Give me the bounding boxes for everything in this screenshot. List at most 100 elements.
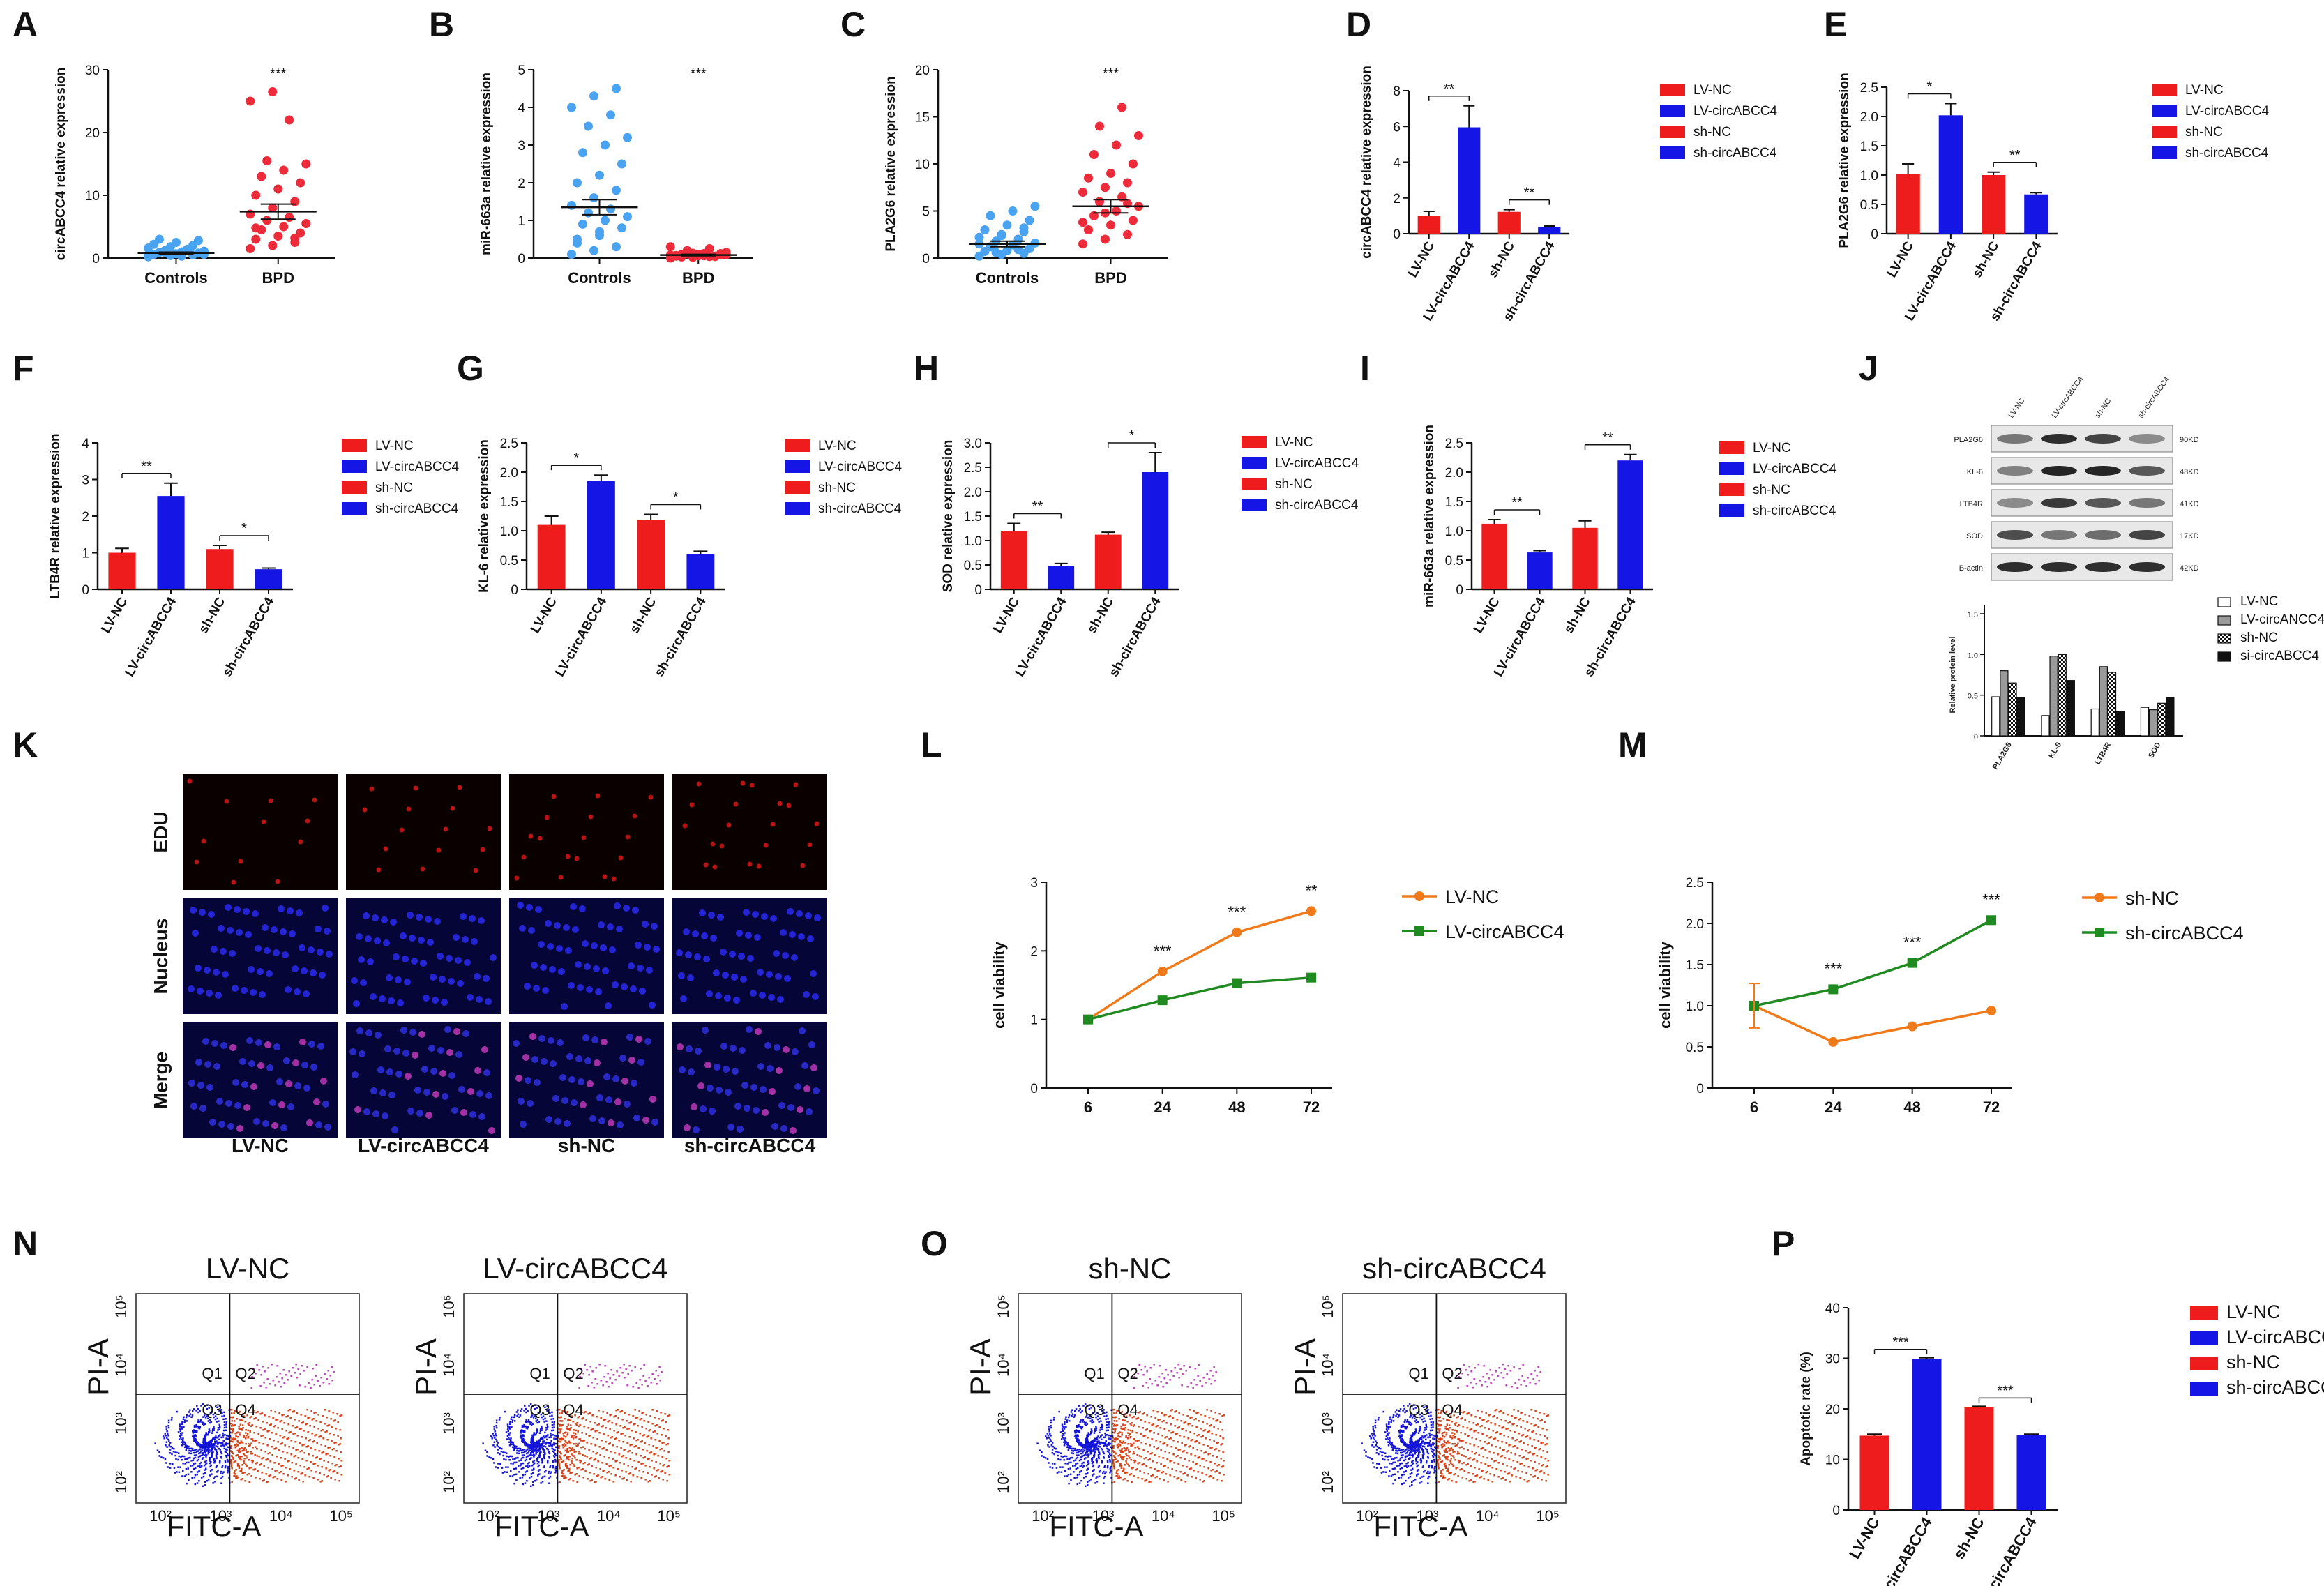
flow-event xyxy=(592,1437,594,1439)
flow-event xyxy=(188,1445,190,1448)
flow-event xyxy=(283,1422,285,1424)
flow-event xyxy=(163,1437,165,1440)
data-point xyxy=(268,87,278,96)
flow-event xyxy=(530,1442,533,1444)
flow-event xyxy=(293,1470,295,1472)
flow-event xyxy=(1145,1443,1147,1445)
flow-event xyxy=(644,1456,646,1458)
cell xyxy=(453,1028,460,1035)
flow-event xyxy=(582,1463,584,1465)
flow-event xyxy=(1047,1444,1049,1447)
flow-event xyxy=(530,1451,532,1454)
flow-event xyxy=(1123,1428,1125,1430)
legend-label: LV-NC xyxy=(1275,435,1313,450)
flow-event xyxy=(223,1426,226,1429)
flow-event xyxy=(335,1450,338,1452)
flow-event xyxy=(1161,1412,1163,1414)
flow-event xyxy=(1089,1479,1092,1481)
cell xyxy=(551,794,557,799)
flow-event xyxy=(591,1370,594,1373)
flow-event xyxy=(614,1379,617,1381)
bar-sh-nc xyxy=(637,520,665,589)
flow-event xyxy=(550,1418,552,1421)
flow-event xyxy=(211,1411,213,1413)
flow-event xyxy=(1097,1454,1100,1456)
flow-event xyxy=(658,1477,660,1479)
y-tick-label: 10 xyxy=(85,189,100,204)
flow-event xyxy=(239,1456,241,1458)
flow-event xyxy=(663,1428,665,1430)
flow-event xyxy=(272,1380,274,1382)
flow-event xyxy=(1166,1444,1168,1447)
cell xyxy=(733,801,739,807)
legend-swatch xyxy=(1242,436,1267,448)
flow-event xyxy=(1103,1452,1106,1455)
flow-event xyxy=(248,1459,250,1461)
flow-event xyxy=(1124,1478,1126,1480)
flow-event xyxy=(628,1436,631,1438)
flow-event xyxy=(243,1436,245,1439)
flow-event xyxy=(536,1407,538,1409)
flow-event xyxy=(1092,1421,1095,1423)
y-tick-label: 15 xyxy=(915,111,930,126)
flow-event xyxy=(1091,1460,1093,1462)
flow-event xyxy=(568,1458,570,1461)
flow-event xyxy=(193,1435,196,1437)
flow-event xyxy=(1058,1451,1060,1454)
flow-event xyxy=(615,1410,617,1412)
flow-event xyxy=(298,1479,300,1481)
flow-event xyxy=(506,1423,509,1426)
flow-event xyxy=(537,1465,539,1468)
flow-event xyxy=(308,1417,310,1419)
flow-event xyxy=(582,1417,584,1419)
flow-event xyxy=(563,1455,565,1457)
cell xyxy=(518,1098,525,1105)
flow-event xyxy=(1039,1449,1041,1451)
flow-event xyxy=(1196,1435,1198,1437)
flow-event xyxy=(327,1475,329,1477)
flow-event xyxy=(246,1451,248,1453)
flow-event xyxy=(545,1443,547,1445)
flow-event xyxy=(1448,1424,1451,1426)
data-point xyxy=(578,219,587,229)
legend-marker xyxy=(1414,926,1424,936)
flow-event xyxy=(214,1418,217,1421)
flow-event xyxy=(215,1445,218,1447)
flow-event xyxy=(181,1475,183,1477)
flow-event xyxy=(178,1438,181,1440)
bar-sh-circabcc4 xyxy=(1617,460,1643,589)
flow-event xyxy=(564,1431,567,1433)
cell xyxy=(614,902,621,909)
flow-event xyxy=(614,1460,617,1463)
flow-event xyxy=(1112,1460,1115,1463)
flow-event xyxy=(635,1445,637,1447)
flow-event xyxy=(552,1434,554,1436)
flow-event xyxy=(526,1470,528,1472)
flow-event xyxy=(566,1458,568,1460)
flow-event xyxy=(1128,1451,1130,1453)
flow-event xyxy=(620,1447,622,1449)
flow-event xyxy=(1082,1446,1084,1449)
legend-label: sh-NC xyxy=(1693,125,1731,139)
flow-event xyxy=(267,1467,269,1469)
cell xyxy=(356,1027,363,1034)
cell xyxy=(315,926,322,932)
flow-event xyxy=(273,1476,276,1478)
flow-event xyxy=(1212,1418,1214,1420)
flow-event xyxy=(546,1426,549,1428)
flow-event xyxy=(1075,1463,1077,1465)
flow-event xyxy=(197,1427,199,1429)
flow-event xyxy=(1418,1448,1420,1451)
flow-event xyxy=(1096,1440,1099,1442)
flow-event xyxy=(571,1453,573,1455)
flow-event xyxy=(1076,1474,1079,1477)
flow-event xyxy=(578,1451,580,1453)
flow-event xyxy=(597,1460,599,1463)
flow-event xyxy=(276,1365,278,1367)
bar-ltb4r xyxy=(2115,711,2125,737)
flow-event xyxy=(1449,1415,1452,1417)
flow-event xyxy=(530,1473,533,1475)
cell xyxy=(294,1082,301,1089)
legend-label: sh-NC xyxy=(2185,125,2223,139)
